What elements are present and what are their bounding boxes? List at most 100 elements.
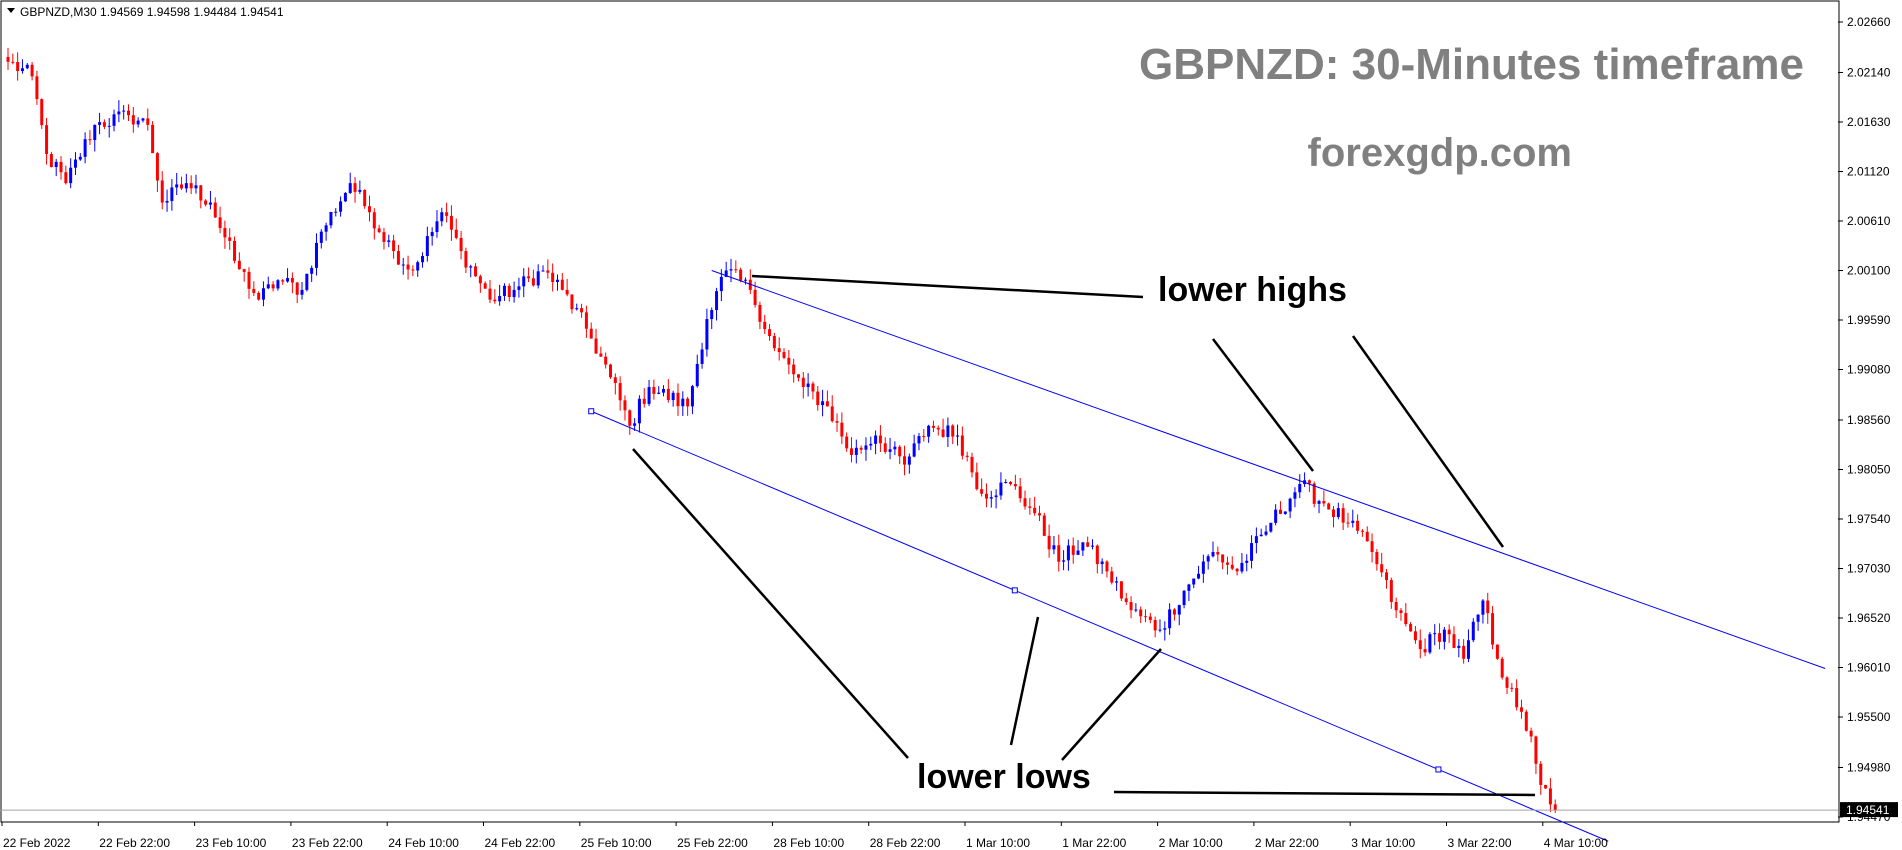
candle: [599, 346, 603, 357]
candle: [1476, 614, 1480, 631]
candle: [980, 478, 984, 497]
candle: [777, 337, 781, 361]
candle: [700, 342, 704, 369]
candle: [1423, 638, 1427, 657]
candle: [353, 177, 357, 203]
candle: [1100, 558, 1104, 574]
channel-handle[interactable]: [1011, 587, 1018, 594]
candle: [396, 244, 400, 265]
candle: [1225, 556, 1229, 575]
candle: [1240, 553, 1244, 574]
candle: [430, 227, 434, 246]
candle: [637, 395, 641, 433]
candle: [517, 277, 521, 298]
candle: [512, 281, 516, 303]
candle: [213, 197, 217, 219]
triangle-down-icon[interactable]: [7, 8, 15, 13]
x-tick-label: 22 Feb 22:00: [99, 836, 170, 850]
candle: [64, 165, 68, 185]
candle: [1534, 735, 1538, 775]
y-tick-label: 1.97030: [1847, 562, 1891, 576]
candle: [1177, 604, 1181, 626]
candle: [1235, 568, 1239, 576]
y-tick-label: 2.02140: [1847, 65, 1891, 79]
candle: [787, 349, 791, 375]
candle: [1283, 511, 1287, 515]
candle: [372, 208, 376, 240]
annotation-pointer: [1009, 616, 1040, 746]
x-tick-label: 23 Feb 22:00: [292, 836, 363, 850]
channel-handle[interactable]: [588, 408, 595, 415]
candle: [956, 424, 960, 446]
candle: [281, 278, 285, 285]
candle: [719, 269, 723, 302]
candle: [276, 279, 280, 291]
y-tick-label: 1.94980: [1847, 760, 1891, 774]
candle: [580, 303, 584, 318]
candle: [763, 314, 767, 335]
candle: [1394, 597, 1398, 618]
y-tick-label: 2.00100: [1847, 263, 1891, 277]
candle: [102, 119, 106, 130]
candle: [975, 462, 979, 491]
candle: [681, 391, 685, 416]
watermark-site: forexgdp.com: [1308, 131, 1572, 175]
candle: [199, 184, 203, 209]
candle: [449, 205, 453, 241]
candle: [474, 263, 478, 278]
candle: [1327, 502, 1331, 510]
candle: [1158, 619, 1162, 633]
annotation-pointer: [632, 448, 909, 759]
candle: [1269, 522, 1273, 533]
candle: [941, 418, 945, 438]
channel-handle[interactable]: [1435, 766, 1442, 773]
candle: [845, 432, 849, 452]
candle: [850, 437, 853, 463]
annotation-pointer: [751, 274, 1144, 299]
candle: [690, 384, 694, 415]
label-lower-highs: lower highs: [1158, 271, 1347, 309]
candle: [1332, 506, 1335, 528]
candle: [343, 192, 347, 202]
candle: [507, 283, 511, 302]
candle: [633, 418, 637, 431]
candle: [782, 348, 786, 360]
candle: [965, 451, 969, 462]
candle: [951, 424, 955, 445]
candle: [594, 328, 598, 354]
candle: [1245, 554, 1249, 572]
candle: [618, 376, 622, 411]
candle: [1322, 490, 1326, 507]
y-axis: 2.02660 2.02140 2.01630 2.01120 2.00610 2.001…: [1838, 15, 1891, 824]
candle: [1066, 539, 1070, 571]
candle: [1105, 560, 1109, 578]
candle: [252, 281, 256, 297]
candle: [531, 269, 535, 287]
candle: [502, 283, 506, 301]
candle: [1009, 481, 1013, 486]
candle: [368, 195, 371, 222]
candle: [1539, 761, 1543, 795]
y-tick-label: 1.99080: [1847, 363, 1891, 377]
candle: [796, 374, 800, 382]
candle: [575, 303, 579, 311]
candle: [1438, 623, 1442, 650]
candle: [20, 59, 24, 74]
candle: [662, 385, 666, 397]
candle: [560, 272, 564, 291]
candle: [1163, 621, 1167, 641]
candle: [358, 180, 362, 195]
candle: [88, 130, 92, 145]
candle: [401, 257, 405, 275]
channel-upper-line[interactable]: [711, 270, 1826, 669]
candle: [1553, 799, 1557, 814]
candle: [792, 358, 796, 383]
candle: [1182, 589, 1186, 609]
candle: [1356, 514, 1360, 534]
candle: [1095, 544, 1099, 574]
candle: [1129, 596, 1133, 619]
x-tick-label: 28 Feb 10:00: [773, 836, 844, 850]
candle: [1115, 576, 1119, 591]
candle: [541, 265, 545, 272]
